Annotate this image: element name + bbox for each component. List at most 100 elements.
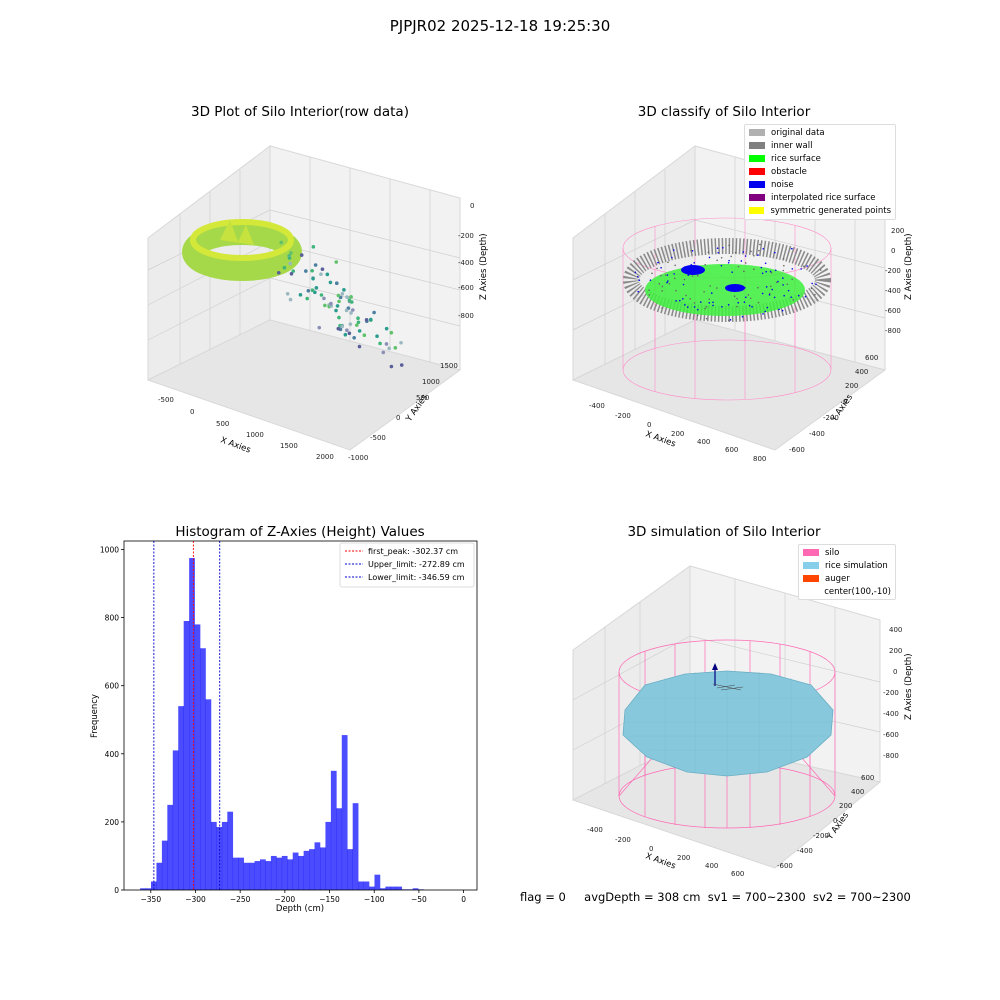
- classified-point: [696, 274, 699, 277]
- classified-point: [675, 300, 677, 302]
- rice-surface-points: [645, 264, 805, 316]
- histogram-bar: [369, 886, 375, 890]
- classified-point: [743, 301, 746, 303]
- histogram-bar: [281, 855, 288, 890]
- scatter-point: [349, 295, 353, 299]
- y-tick: 200: [839, 802, 852, 810]
- legend-swatch: [803, 562, 819, 569]
- classified-point: [727, 304, 730, 306]
- histogram-bar: [172, 750, 179, 890]
- x-tick-label: 0: [461, 895, 466, 904]
- scatter-point: [372, 310, 376, 315]
- histogram-bar: [336, 808, 343, 890]
- z-tick: -200: [458, 232, 474, 240]
- x-tick: 800: [753, 455, 766, 463]
- classified-point: [685, 294, 687, 297]
- classified-point: [704, 307, 706, 310]
- classified-point: [791, 278, 793, 281]
- classified-point: [638, 279, 641, 282]
- classified-point: [689, 298, 692, 300]
- histogram-bar: [396, 886, 403, 890]
- classified-point: [728, 244, 730, 247]
- histogram-bar: [319, 847, 326, 890]
- classified-point: [693, 306, 696, 308]
- y-axis-label: Frequency: [90, 694, 100, 738]
- classified-point: [675, 289, 677, 292]
- histogram-bar: [249, 862, 255, 890]
- scatter-point: [311, 245, 316, 249]
- classified-point: [666, 274, 669, 276]
- scatter-point: [279, 240, 284, 245]
- legend-label: obstacle: [771, 166, 807, 177]
- classified-point: [740, 260, 743, 262]
- histogram-bar: [265, 861, 272, 890]
- x-tick: 1000: [246, 431, 264, 439]
- classified-point: [819, 269, 822, 271]
- y-tick: 600: [865, 354, 878, 362]
- x-tick: 0: [190, 408, 194, 416]
- scatter-point: [347, 331, 352, 336]
- legend-item: obstacle: [749, 165, 891, 178]
- scatter-point: [337, 315, 341, 320]
- scatter-point: [287, 256, 292, 260]
- classified-point: [686, 306, 689, 308]
- scatter-point: [311, 276, 315, 281]
- y-tick: 600: [861, 774, 874, 782]
- classified-point: [744, 296, 747, 299]
- classified-point: [684, 304, 686, 306]
- y-tick: 400: [851, 788, 864, 796]
- x-tick: 400: [697, 438, 710, 446]
- classified-point: [774, 251, 776, 254]
- histogram-bar: [200, 648, 206, 890]
- ring-inner-peaks: [220, 220, 254, 245]
- histogram-bar: [303, 850, 310, 890]
- x-axis-label: X Axies: [644, 851, 677, 871]
- x-tick: 600: [731, 870, 744, 878]
- z-tick: -400: [883, 710, 899, 718]
- classified-point: [728, 259, 730, 262]
- legend-item: silo: [803, 546, 891, 559]
- classified-point: [775, 281, 778, 284]
- x-tick: 400: [705, 862, 718, 870]
- classified-point: [734, 251, 737, 254]
- x-tick: -400: [587, 826, 603, 834]
- scatter-point: [304, 269, 308, 273]
- scatter-point: [288, 261, 292, 266]
- legend-label: noise: [771, 179, 794, 190]
- classified-point: [634, 271, 637, 274]
- scatter-point: [334, 260, 339, 264]
- classified-point: [671, 256, 673, 259]
- classified-point: [744, 255, 747, 257]
- classified-point: [747, 294, 750, 296]
- scatter-point: [399, 341, 403, 345]
- scatter-point: [319, 293, 324, 297]
- z-tick: -600: [458, 284, 474, 292]
- histogram-bar: [309, 849, 315, 890]
- classified-point: [811, 282, 813, 285]
- classified-point: [762, 247, 764, 250]
- scatter-point: [310, 268, 314, 273]
- scatter-point: [352, 335, 356, 340]
- inner-wall-points: [623, 238, 831, 322]
- histogram-bar: [314, 842, 321, 890]
- scatter-point: [335, 304, 340, 308]
- scatter-point: [334, 308, 338, 313]
- y-tick: -400: [809, 430, 825, 438]
- histogram-bar: [216, 827, 223, 890]
- scatter-point: [336, 293, 341, 298]
- legend-item: inner wall: [749, 139, 891, 152]
- scatter-point: [322, 296, 326, 301]
- x-tick: 500: [216, 420, 229, 428]
- scatter-point: [348, 322, 353, 326]
- classified-point: [774, 269, 777, 272]
- legend-swatch: [803, 549, 819, 556]
- histogram-bar: [347, 849, 353, 890]
- rice-simulation-surface: [622, 670, 834, 777]
- floor-pane: [571, 319, 887, 451]
- classified-point: [727, 261, 730, 264]
- legend-label: inner wall: [771, 140, 813, 151]
- classified-point: [769, 270, 772, 273]
- scatter-point: [310, 288, 315, 293]
- classified-point: [757, 286, 759, 289]
- ring-top-edge: [190, 219, 294, 261]
